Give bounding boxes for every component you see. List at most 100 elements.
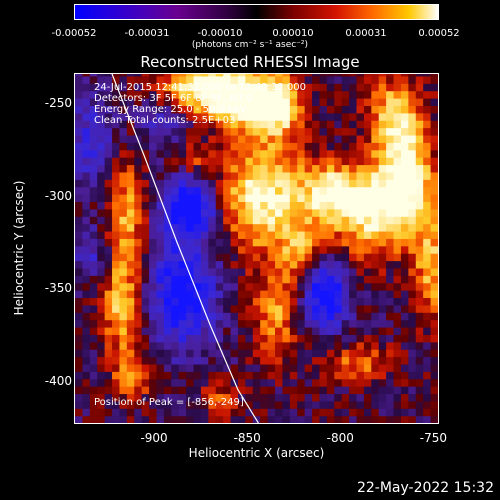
- heatmap-cell: [163, 105, 172, 114]
- heatmap-cell: [334, 282, 343, 291]
- heatmap-cell: [89, 164, 98, 173]
- heatmap-cell: [163, 74, 172, 77]
- heatmap-cell: [423, 297, 432, 306]
- heatmap-cell: [104, 105, 113, 114]
- heatmap-cell: [371, 297, 380, 306]
- heatmap-cell: [252, 127, 261, 136]
- heatmap-cell: [134, 363, 143, 372]
- heatmap-cell: [193, 297, 202, 306]
- heatmap-cell: [208, 201, 217, 210]
- heatmap-cell: [267, 334, 276, 343]
- heatmap-cell: [237, 201, 246, 210]
- heatmap-cell: [252, 245, 261, 254]
- heatmap-cell: [112, 171, 121, 180]
- heatmap-cell: [186, 267, 195, 276]
- heatmap-cell: [186, 356, 195, 365]
- heatmap-cell: [423, 201, 432, 210]
- heatmap-cell: [75, 112, 84, 121]
- heatmap-cell: [200, 179, 209, 188]
- heatmap-cell: [282, 356, 291, 365]
- heatmap-cell: [319, 245, 328, 254]
- heatmap-cell: [400, 83, 409, 92]
- heatmap-cell: [400, 230, 409, 239]
- heatmap-cell: [260, 297, 269, 306]
- heatmap-cell: [400, 386, 409, 395]
- heatmap-cell: [156, 371, 165, 380]
- heatmap-cell: [334, 208, 343, 217]
- heatmap-cell: [149, 83, 158, 92]
- heatmap-cell: [163, 386, 172, 395]
- heatmap-cell: [319, 134, 328, 143]
- heatmap-cell: [82, 304, 91, 313]
- heatmap-cell: [215, 179, 224, 188]
- heatmap-cell: [89, 393, 98, 402]
- heatmap-cell: [312, 312, 321, 321]
- heatmap-cell: [386, 127, 395, 136]
- heatmap-cell: [378, 75, 387, 84]
- heatmap-cell: [371, 186, 380, 195]
- heatmap-cell: [371, 245, 380, 254]
- heatmap-cell: [126, 223, 135, 232]
- heatmap-cell: [75, 105, 84, 114]
- heatmap-cell: [178, 363, 187, 372]
- heatmap-cell: [178, 290, 187, 299]
- heatmap-cell: [341, 208, 350, 217]
- heatmap-cell: [356, 408, 365, 417]
- heatmap-cell: [200, 90, 209, 99]
- heatmap-cell: [260, 356, 269, 365]
- heatmap-cell: [149, 216, 158, 225]
- heatmap-cell: [356, 400, 365, 409]
- heatmap-cell: [378, 230, 387, 239]
- heatmap-cell: [97, 297, 106, 306]
- heatmap-cell: [415, 341, 424, 350]
- heatmap-cell: [119, 238, 128, 247]
- heatmap-cell: [304, 186, 313, 195]
- heatmap-cell: [134, 334, 143, 343]
- heatmap-cell: [252, 378, 261, 387]
- colorbar-units: (photons cm⁻² s⁻¹ asec⁻²): [191, 40, 309, 50]
- heatmap-cell: [319, 363, 328, 372]
- heatmap-cell: [334, 304, 343, 313]
- heatmap-cell: [215, 238, 224, 247]
- heatmap-cell: [275, 341, 284, 350]
- y-axis-label: Heliocentric Y (arcsec): [12, 180, 26, 316]
- heatmap-cell: [319, 275, 328, 284]
- heatmap-cell: [371, 216, 380, 225]
- heatmap-cell: [223, 326, 232, 335]
- heatmap-cell: [393, 179, 402, 188]
- heatmap-cell: [97, 275, 106, 284]
- heatmap-cell: [223, 164, 232, 173]
- heatmap-cell: [193, 238, 202, 247]
- heatmap-cell: [134, 371, 143, 380]
- heatmap-cell: [82, 238, 91, 247]
- heatmap-cell: [319, 393, 328, 402]
- y-tick-label: -350: [44, 281, 72, 296]
- heatmap-cell: [89, 282, 98, 291]
- heatmap-cell: [289, 230, 298, 239]
- heatmap-cell: [245, 260, 254, 269]
- heatmap-cell: [230, 415, 239, 423]
- heatmap-cell: [156, 127, 165, 136]
- heatmap-cell: [363, 171, 372, 180]
- heatmap-cell: [171, 363, 180, 372]
- heatmap-cell: [104, 238, 113, 247]
- heatmap-cell: [252, 142, 261, 151]
- heatmap-cell: [156, 319, 165, 328]
- heatmap-cell: [349, 356, 358, 365]
- heatmap-cell: [319, 386, 328, 395]
- heatmap-cell: [75, 356, 84, 365]
- heatmap-cell: [319, 400, 328, 409]
- heatmap-cell: [282, 157, 291, 166]
- heatmap-cell: [275, 90, 284, 99]
- heatmap-cell: [89, 112, 98, 121]
- heatmap-cell: [163, 312, 172, 321]
- heatmap-cell: [275, 282, 284, 291]
- heatmap-cell: [297, 194, 306, 203]
- heatmap-cell: [408, 341, 417, 350]
- heatmap-cell: [208, 194, 217, 203]
- heatmap-cell: [156, 334, 165, 343]
- heatmap-cell: [415, 386, 424, 395]
- heatmap-cell: [378, 127, 387, 136]
- heatmap-cell: [104, 186, 113, 195]
- heatmap-cell: [312, 90, 321, 99]
